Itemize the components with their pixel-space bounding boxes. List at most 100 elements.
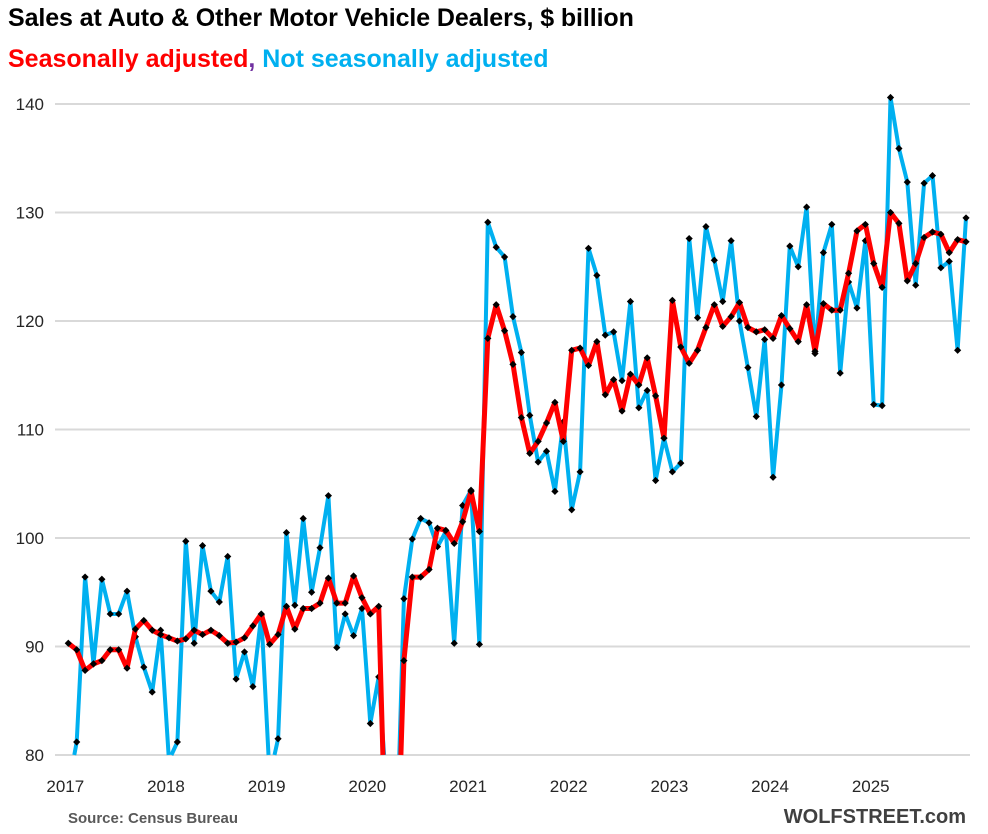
data-point-marker — [207, 626, 215, 634]
data-point-marker — [853, 227, 861, 235]
legend-separator: , — [248, 45, 256, 73]
data-point-marker — [249, 683, 257, 691]
data-point-marker — [257, 610, 265, 618]
data-point-marker — [492, 243, 500, 251]
data-point-marker — [819, 300, 827, 308]
data-point-marker — [568, 506, 576, 514]
data-point-marker — [601, 331, 609, 339]
data-point-marker — [660, 434, 668, 442]
data-point-marker — [769, 473, 777, 481]
data-point-marker — [551, 398, 559, 406]
data-point-marker — [517, 348, 525, 357]
data-point-marker — [73, 738, 81, 746]
data-point-marker — [526, 411, 534, 419]
data-point-marker — [249, 622, 257, 630]
data-point-marker — [870, 259, 878, 268]
data-point-marker — [349, 572, 358, 580]
data-point-marker — [937, 264, 945, 272]
data-point-marker — [777, 381, 786, 389]
data-point-marker — [459, 518, 467, 526]
data-point-marker — [232, 638, 240, 646]
x-tick-label: 2021 — [449, 777, 487, 796]
data-point-marker — [727, 313, 735, 321]
data-point-marker — [752, 328, 760, 336]
data-point-marker — [861, 237, 869, 245]
data-point-marker — [677, 459, 685, 467]
data-point-marker — [140, 616, 148, 625]
data-point-marker — [861, 220, 869, 229]
data-point-marker — [744, 364, 752, 372]
data-point-marker — [333, 643, 341, 652]
data-point-marker — [668, 296, 676, 304]
data-point-marker — [635, 404, 643, 412]
data-point-marker — [912, 259, 920, 268]
data-point-marker — [903, 277, 911, 285]
data-point-marker — [308, 604, 316, 613]
data-point-marker — [794, 338, 802, 346]
data-point-marker — [165, 634, 173, 642]
data-point-marker — [954, 236, 962, 244]
y-tick-label: 80 — [25, 746, 44, 765]
data-point-marker — [232, 675, 240, 683]
data-point-marker — [786, 242, 794, 250]
data-point-marker — [836, 306, 844, 314]
x-tick-label: 2017 — [46, 777, 84, 796]
data-point-marker — [316, 599, 324, 607]
data-point-marker — [425, 519, 433, 527]
data-point-marker — [962, 214, 970, 222]
data-point-marker — [64, 639, 72, 647]
data-point-marker — [484, 218, 492, 226]
data-point-marker — [291, 625, 299, 633]
data-point-marker — [652, 476, 660, 485]
series-seasonally-adjusted — [64, 208, 970, 756]
data-point-marker — [928, 172, 937, 180]
data-point-marker — [618, 407, 626, 415]
data-point-marker — [106, 646, 114, 654]
x-tick-label: 2024 — [751, 777, 789, 796]
data-point-marker — [542, 419, 551, 427]
data-point-marker — [123, 587, 131, 595]
data-point-marker — [710, 301, 718, 309]
data-point-marker — [467, 487, 475, 495]
data-point-marker — [215, 598, 223, 606]
data-point-marker — [299, 514, 307, 523]
data-point-marker — [282, 528, 291, 537]
data-point-marker — [844, 269, 853, 277]
data-point-marker — [643, 354, 651, 362]
data-point-marker — [509, 313, 517, 321]
data-point-marker — [551, 487, 559, 495]
data-point-marker — [744, 323, 752, 332]
data-point-marker — [417, 514, 425, 523]
data-point-marker — [693, 346, 702, 354]
data-point-marker — [643, 386, 651, 395]
gridlines — [55, 103, 970, 756]
data-point-marker — [98, 657, 106, 665]
data-point-marker — [803, 203, 811, 211]
data-point-marker — [652, 392, 660, 400]
series-group — [64, 93, 970, 756]
data-point-marker — [584, 361, 593, 370]
data-point-marker — [601, 391, 609, 399]
data-point-marker — [517, 413, 525, 422]
data-point-marker — [828, 220, 836, 229]
data-point-marker — [224, 552, 232, 561]
data-point-marker — [769, 334, 777, 342]
data-point-marker — [903, 178, 911, 186]
data-point-marker — [73, 646, 81, 654]
data-point-marker — [341, 599, 349, 607]
data-point-marker — [803, 301, 811, 309]
data-point-marker — [761, 335, 769, 344]
data-point-marker — [450, 639, 458, 647]
x-tick-label: 2025 — [852, 777, 890, 796]
data-point-marker — [274, 630, 282, 639]
data-point-marker — [341, 610, 349, 618]
data-point-marker — [945, 257, 953, 265]
data-point-marker — [240, 634, 249, 642]
data-point-marker — [207, 587, 215, 595]
data-point-marker — [702, 223, 710, 231]
data-point-marker — [106, 610, 114, 618]
data-point-marker — [366, 719, 374, 728]
data-point-marker — [190, 639, 198, 647]
data-point-marker — [299, 604, 307, 613]
y-tick-label: 100 — [16, 529, 44, 548]
